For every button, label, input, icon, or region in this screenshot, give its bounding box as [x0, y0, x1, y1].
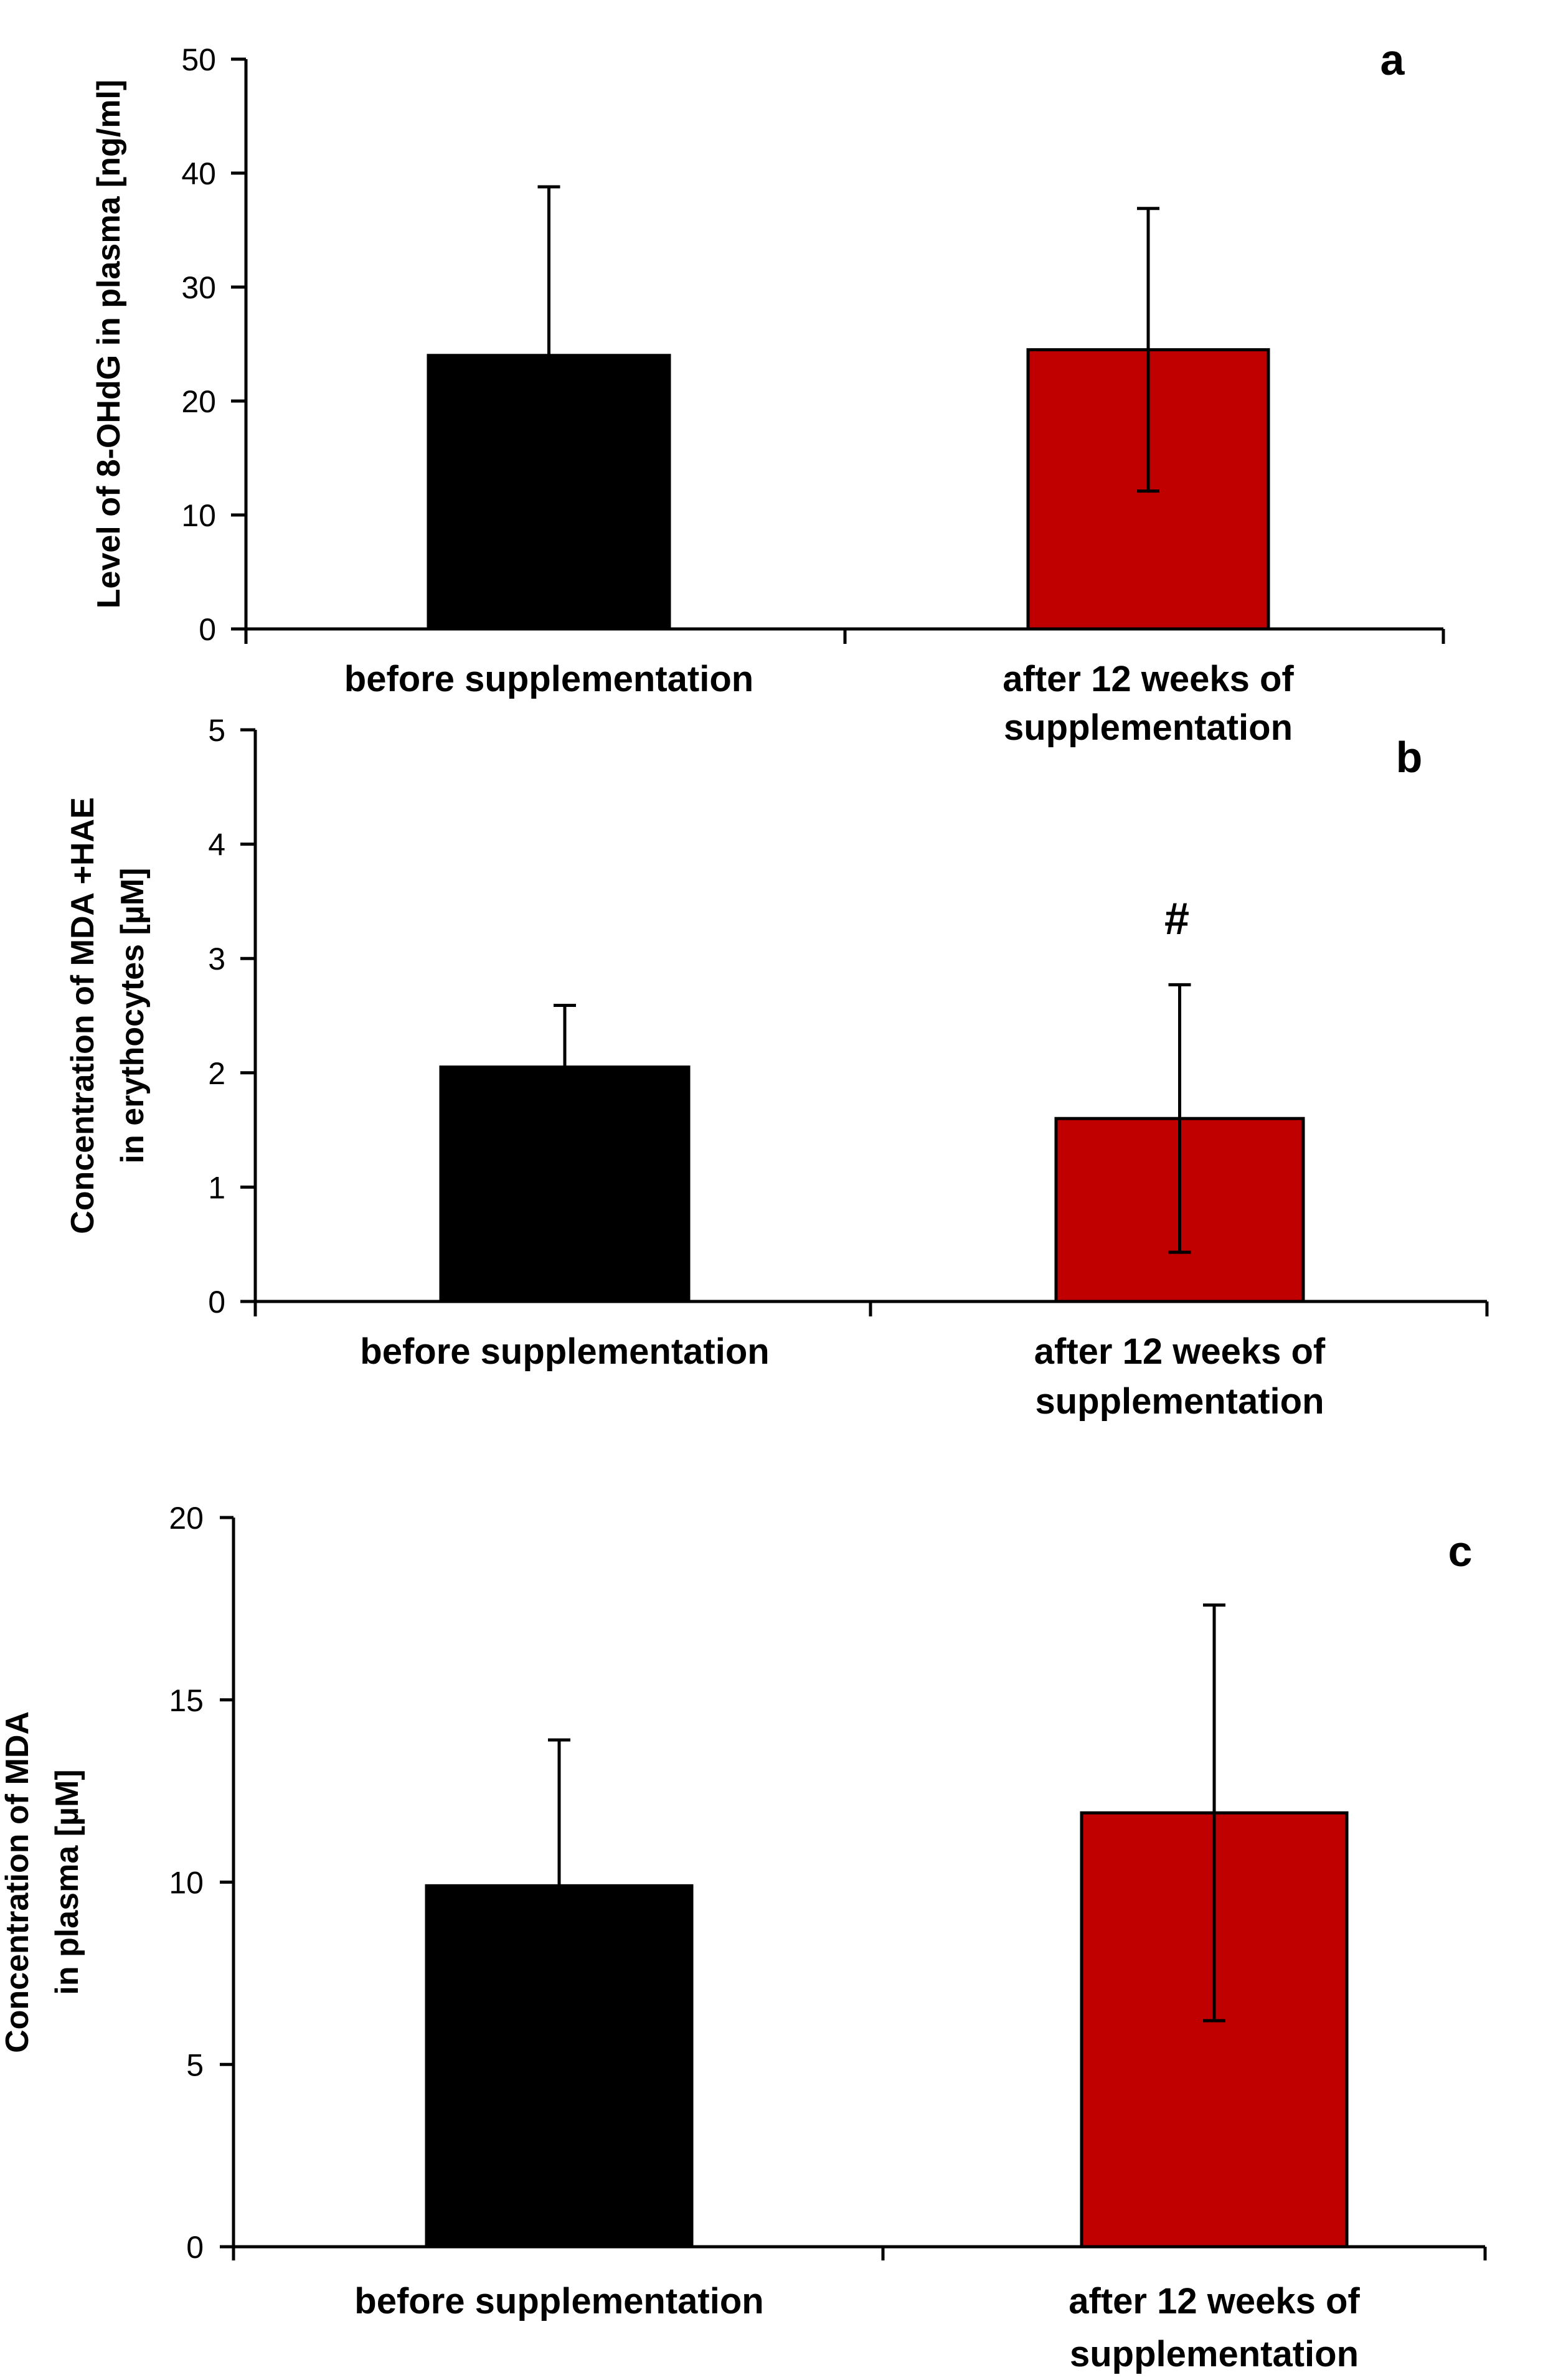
y-tick-label-b: 0	[208, 1285, 225, 1320]
y-tick-label-b: 1	[208, 1170, 225, 1205]
y-tick-label-b: 2	[208, 1056, 225, 1091]
x-tick-label-a-1: before supplementation	[344, 659, 753, 699]
y-tick-label-a: 20	[181, 384, 216, 419]
y-tick-label-c: 5	[186, 2047, 204, 2082]
y-tick-label-a: 40	[181, 156, 216, 191]
x-tick-label-b-2: after 12 weeks of supplementation	[1034, 1331, 1326, 1422]
y-axis-label-a: Level of 8-OHdG in plasma [ng/ml]	[91, 80, 127, 608]
chart-panel-b: 0 1 2 3 4 5 before supplementation after 12 wee…	[65, 713, 1489, 1422]
x-tick-label-b-1: before supplementation	[360, 1331, 769, 1372]
chart-panel-a: 0 10 20 30 40 50 before supplementation after 1…	[91, 35, 1445, 748]
y-tick-label-c: 0	[186, 2230, 204, 2265]
y-tick-label-b: 3	[208, 942, 225, 976]
panel-letter-c: c	[1448, 1527, 1473, 1575]
panel-letter-a: a	[1380, 35, 1405, 84]
y-tick-label-c: 20	[169, 1501, 204, 1536]
y-tick-label-c: 15	[169, 1683, 204, 1718]
y-tick-label-b: 4	[208, 828, 225, 862]
panel-letter-b: b	[1396, 733, 1423, 782]
chart-panel-c: 0 5 10 15 20 before supplementation after 12 w…	[0, 1501, 1487, 2374]
x-tick-label-c-2: after 12 weeks of supplementation	[1069, 2281, 1360, 2374]
x-tick-label-a-2: after 12 weeks of supplementation	[1003, 659, 1294, 748]
y-tick-label-a: 0	[199, 612, 216, 647]
y-tick-label-a: 50	[181, 42, 216, 77]
significance-mark-b: #	[1164, 894, 1189, 944]
y-axis-label-c: Concentration of MDA in plasma [µM]	[0, 1711, 85, 2053]
y-tick-label-c: 10	[169, 1866, 204, 1901]
y-tick-label-a: 30	[181, 270, 216, 305]
x-tick-label-c-1: before supplementation	[354, 2281, 763, 2321]
y-tick-label-a: 10	[181, 498, 216, 533]
y-tick-label-b: 5	[208, 713, 225, 748]
y-axis-label-b: Concentration of MDA +HAE in erythocytes …	[65, 797, 151, 1234]
